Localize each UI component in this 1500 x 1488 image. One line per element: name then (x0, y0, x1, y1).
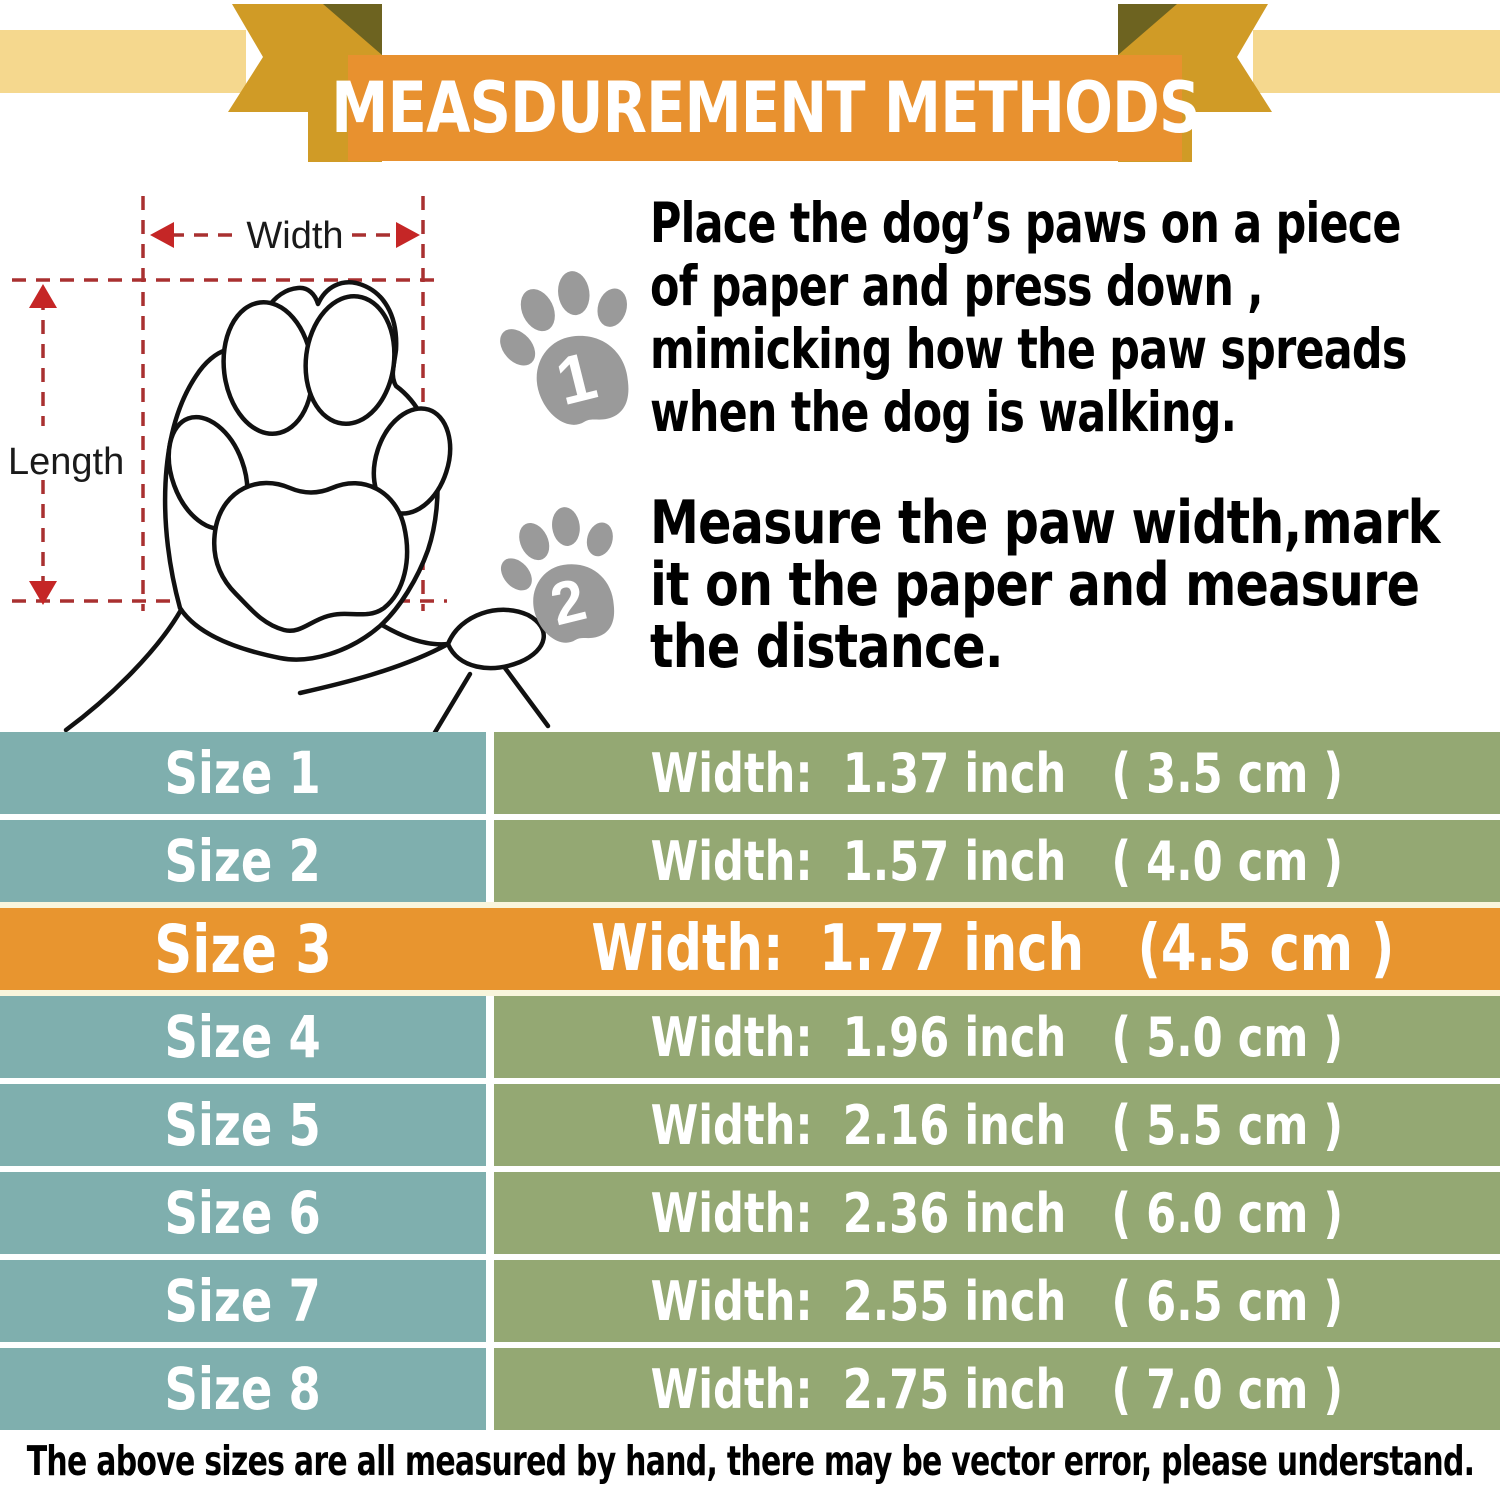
ribbon-banner (0, 4, 1500, 162)
ribbon-right-band (1253, 30, 1500, 93)
width-cell: Width: 1.37 inch ( 3.5 cm ) (494, 732, 1500, 814)
size-table: Size 1 Width: 1.37 inch ( 3.5 cm ) Size … (0, 732, 1500, 1430)
ribbon-left-band (0, 30, 246, 93)
step-1-line-4: when the dog is walking. (650, 380, 1237, 444)
footer-note-text: The above sizes are all measured by hand… (26, 1437, 1474, 1485)
width-cell: Width: 2.36 inch ( 6.0 cm ) (494, 1172, 1500, 1254)
step-1-text: Place the dog’s paws on a piece of paper… (650, 192, 1500, 444)
step-2-line-3: the distance. (650, 612, 1004, 682)
step-1-line-3: mimicking how the paw spreads (650, 317, 1407, 381)
highlight-row-top-gap (0, 902, 1500, 908)
size-cell: Size 2 (0, 820, 486, 902)
size-cell: Size 7 (0, 1260, 486, 1342)
table-row-size-4: Size 4 Width: 1.96 inch ( 5.0 cm ) (0, 996, 1500, 1078)
table-row-size-3-highlighted: Size 3 Width: 1.77 inch (4.5 cm ) (0, 908, 1500, 990)
table-row-size-7: Size 7 Width: 2.55 inch ( 6.5 cm ) (0, 1260, 1500, 1342)
step-2-text: Measure the paw width,mark it on the pap… (650, 492, 1500, 678)
step-1-paw-icon: 1 (500, 271, 629, 425)
width-label: Width (246, 215, 343, 257)
ribbon-left-fold-shadow (323, 4, 382, 55)
step-1-line-1: Place the dog’s paws on a piece (650, 191, 1402, 255)
length-label: Length (8, 441, 124, 483)
table-row-size-1: Size 1 Width: 1.37 inch ( 3.5 cm ) (0, 732, 1500, 814)
size-cell: Size 6 (0, 1172, 486, 1254)
ribbon-left-fold (228, 4, 382, 162)
width-cell: Width: 2.75 inch ( 7.0 cm ) (494, 1348, 1500, 1430)
measurement-arrowheads (29, 222, 420, 605)
width-cell: Width: 2.55 inch ( 6.5 cm ) (494, 1260, 1500, 1342)
ribbon-right-fold-shadow (1118, 4, 1177, 55)
width-cell: Width: 1.77 inch (4.5 cm ) (486, 908, 1500, 990)
banner-plate (348, 55, 1182, 161)
table-row-size-8: Size 8 Width: 2.75 inch ( 7.0 cm ) (0, 1348, 1500, 1430)
banner-title: MEASDUREMENT METHODS (331, 55, 1200, 161)
size-cell: Size 4 (0, 996, 486, 1078)
banner-title-text: MEASDUREMENT METHODS (330, 67, 1200, 149)
paw-measurement-diagram: Width Length (8, 196, 551, 737)
footer-note: The above sizes are all measured by hand… (0, 1434, 1500, 1488)
step-2-line-2: it on the paper and measure (650, 550, 1420, 620)
width-cell: Width: 1.57 inch ( 4.0 cm ) (494, 820, 1500, 902)
table-row-size-6: Size 6 Width: 2.36 inch ( 6.0 cm ) (0, 1172, 1500, 1254)
width-cell: Width: 2.16 inch ( 5.5 cm ) (494, 1084, 1500, 1166)
size-cell: Size 5 (0, 1084, 486, 1166)
step-2-paw-icon: 2 (500, 507, 615, 643)
step-2-line-1: Measure the paw width,mark (650, 488, 1440, 558)
size-cell: Size 8 (0, 1348, 486, 1430)
size-cell: Size 3 (0, 908, 486, 990)
highlight-row-bottom-gap (0, 990, 1500, 996)
width-cell: Width: 1.96 inch ( 5.0 cm ) (494, 996, 1500, 1078)
paw-icon: 2 (500, 507, 615, 643)
step-1-line-2: of paper and press down , (650, 254, 1264, 318)
size-cell: Size 1 (0, 732, 486, 814)
table-row-size-2: Size 2 Width: 1.57 inch ( 4.0 cm ) (0, 820, 1500, 902)
paw-outline-sketch (63, 280, 551, 737)
paw-icon: 1 (500, 271, 629, 425)
table-row-size-5: Size 5 Width: 2.16 inch ( 5.5 cm ) (0, 1084, 1500, 1166)
